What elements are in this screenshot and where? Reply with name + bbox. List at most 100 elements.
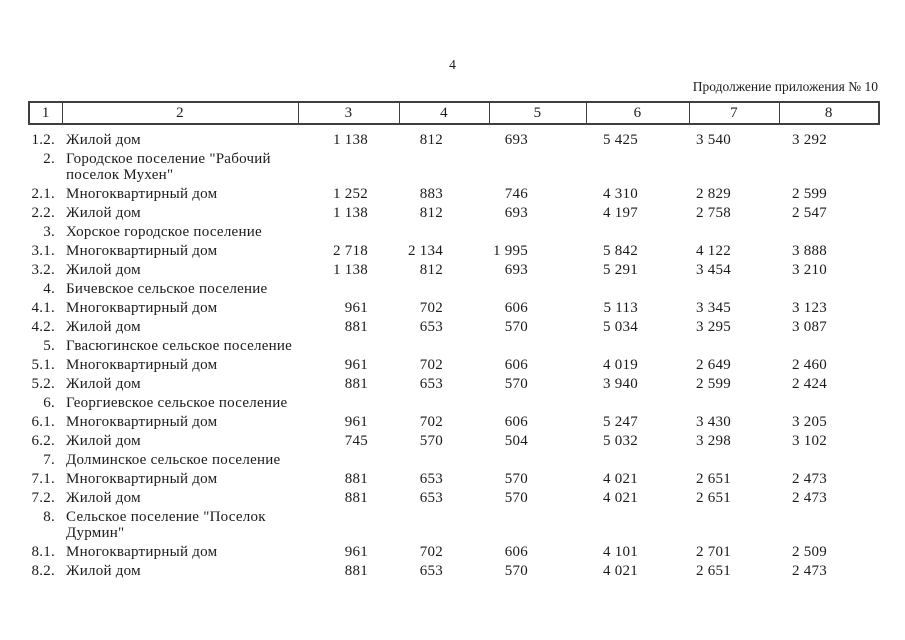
row-value: 3 298 <box>696 433 731 449</box>
row-value: 3 345 <box>696 300 731 316</box>
row-name: Жилой дом <box>66 319 141 335</box>
row-value <box>399 221 489 240</box>
row-value: 606 <box>504 357 528 373</box>
table-row: 6. Георгиевское сельское поселение <box>29 392 879 411</box>
row-value: 3 210 <box>792 262 827 278</box>
row-number: 6.1. <box>31 414 55 430</box>
header-cell: 2 <box>61 101 299 125</box>
table-row: 8.1. Многоквартирный дом 961 702 606 4 1… <box>29 541 879 560</box>
row-name: Жилой дом <box>66 563 141 579</box>
row-value: 883 <box>419 186 443 202</box>
row-value <box>779 335 879 354</box>
row-value: 812 <box>419 132 443 148</box>
table-body: 1.2. Жилой дом 1 138 812 693 5 425 3 540… <box>29 124 879 579</box>
row-value: 4 197 <box>603 205 638 221</box>
row-name: Городское поселение "Рабочий поселок Мух… <box>66 151 271 183</box>
row-value: 961 <box>344 357 368 373</box>
table-row: 8. Сельское поселение "Поселок Дурмин" <box>29 506 879 541</box>
row-value <box>779 392 879 411</box>
row-number: 7.2. <box>31 490 55 506</box>
row-value: 961 <box>344 300 368 316</box>
table-row: 5.2. Жилой дом 881 653 570 3 940 2 599 2… <box>29 373 879 392</box>
table-row: 5.1. Многоквартирный дом 961 702 606 4 0… <box>29 354 879 373</box>
row-name: Многоквартирный дом <box>66 471 218 487</box>
row-number: 3. <box>43 224 55 240</box>
row-number: 2. <box>43 151 55 167</box>
row-value <box>586 506 689 541</box>
row-value: 693 <box>504 205 528 221</box>
row-value: 2 460 <box>792 357 827 373</box>
row-value: 4 122 <box>696 243 731 259</box>
row-value <box>779 449 879 468</box>
row-name: Георгиевское сельское поселение <box>66 395 288 411</box>
row-number: 4. <box>43 281 55 297</box>
row-value: 2 509 <box>792 544 827 560</box>
row-value <box>586 392 689 411</box>
row-value: 3 205 <box>792 414 827 430</box>
row-value: 2 599 <box>792 186 827 202</box>
row-value <box>586 335 689 354</box>
row-name: Жилой дом <box>66 262 141 278</box>
row-value: 5 034 <box>603 319 638 335</box>
row-value <box>399 449 489 468</box>
row-name: Многоквартирный дом <box>66 414 218 430</box>
table-row: 2.2. Жилой дом 1 138 812 693 4 197 2 758… <box>29 202 879 221</box>
row-name: Хорское городское поселение <box>66 224 262 240</box>
row-name: Жилой дом <box>66 205 141 221</box>
row-value: 3 087 <box>792 319 827 335</box>
table-row: 4.2. Жилой дом 881 653 570 5 034 3 295 3… <box>29 316 879 335</box>
row-value: 4 021 <box>603 563 638 579</box>
row-value: 961 <box>344 544 368 560</box>
row-number: 6.2. <box>31 433 55 449</box>
row-value: 881 <box>344 563 368 579</box>
row-value <box>399 506 489 541</box>
row-value: 702 <box>419 300 443 316</box>
row-value <box>298 506 399 541</box>
row-value: 2 649 <box>696 357 731 373</box>
table-row: 3. Хорское городское поселение <box>29 221 879 240</box>
row-value <box>779 278 879 297</box>
row-value <box>399 278 489 297</box>
row-value: 812 <box>419 262 443 278</box>
table-row: 5. Гвасюгинское сельское поселение <box>29 335 879 354</box>
row-value <box>689 148 779 183</box>
row-value: 2 758 <box>696 205 731 221</box>
row-number: 4.1. <box>31 300 55 316</box>
row-value: 504 <box>504 433 528 449</box>
row-value: 570 <box>504 490 528 506</box>
row-number: 5.2. <box>31 376 55 392</box>
table-row: 8.2. Жилой дом 881 653 570 4 021 2 651 2… <box>29 560 879 579</box>
table-row: 2. Городское поселение "Рабочий поселок … <box>29 148 879 183</box>
row-value: 2 829 <box>696 186 731 202</box>
header-cell: 5 <box>488 101 587 125</box>
page-number: 4 <box>449 57 456 72</box>
row-value <box>298 449 399 468</box>
table-row: 6.2. Жилой дом 745 570 504 5 032 3 298 3… <box>29 430 879 449</box>
row-value <box>489 335 586 354</box>
row-value: 4 101 <box>603 544 638 560</box>
row-number: 2.2. <box>31 205 55 221</box>
row-value: 4 021 <box>603 471 638 487</box>
row-name: Жилой дом <box>66 490 141 506</box>
header-cell: 3 <box>297 101 400 125</box>
table-row: 3.2. Жилой дом 1 138 812 693 5 291 3 454… <box>29 259 879 278</box>
row-value: 3 295 <box>696 319 731 335</box>
row-value: 3 940 <box>603 376 638 392</box>
row-name: Многоквартирный дом <box>66 300 218 316</box>
row-name: Гвасюгинское сельское поселение <box>66 338 293 354</box>
row-number: 8.2. <box>31 563 55 579</box>
row-value <box>489 506 586 541</box>
row-value: 1 995 <box>493 243 528 259</box>
row-value: 3 123 <box>792 300 827 316</box>
table-row: 4. Бичевское сельское поселение <box>29 278 879 297</box>
row-value <box>689 335 779 354</box>
row-value <box>586 449 689 468</box>
row-value: 606 <box>504 544 528 560</box>
row-value <box>489 449 586 468</box>
row-value <box>489 221 586 240</box>
table-row: 6.1. Многоквартирный дом 961 702 606 5 2… <box>29 411 879 430</box>
row-value: 653 <box>419 490 443 506</box>
row-value: 3 540 <box>696 132 731 148</box>
row-value: 570 <box>504 563 528 579</box>
row-value: 2 473 <box>792 471 827 487</box>
